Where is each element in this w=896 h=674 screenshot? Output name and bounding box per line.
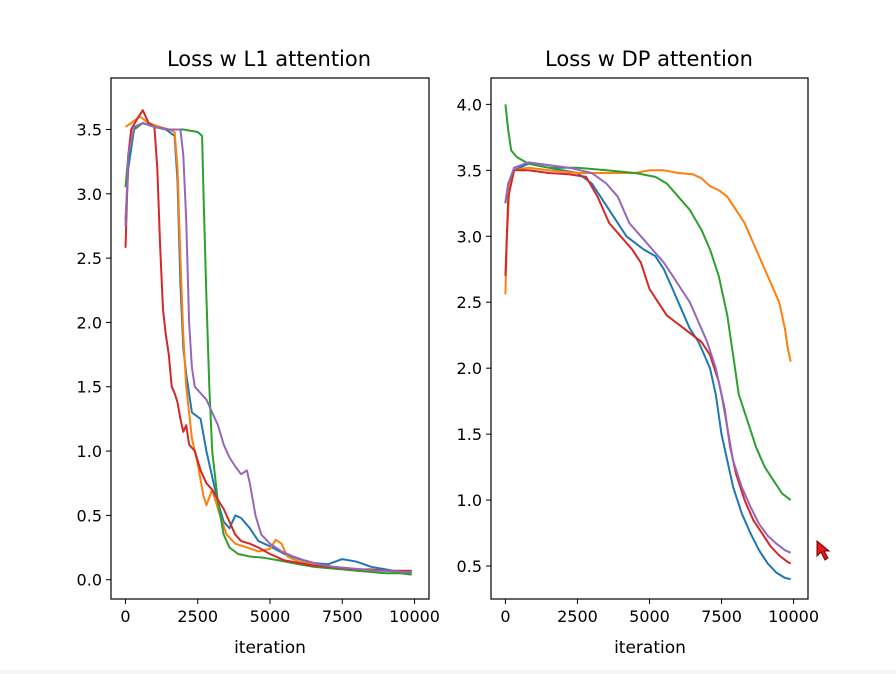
panel-dp-ytick-label: 2.5 (457, 293, 482, 312)
panel-dp-ytick-label: 4.0 (457, 95, 482, 114)
panel-dp-xlabel: iteration (614, 638, 686, 658)
panel-dp-xtick-label: 10000 (768, 607, 819, 626)
panel-l1-ytick-label: 0.5 (77, 506, 102, 525)
panel-l1-series-line-4 (124, 122, 412, 573)
panel-dp-series-line-2 (504, 104, 792, 501)
panel-l1-xtick-label: 0 (120, 607, 130, 626)
panel-dp-ytick-label: 2.0 (457, 359, 482, 378)
panel-l1-series-line-0 (124, 122, 412, 575)
panel-dp-xtick-label: 5000 (629, 607, 670, 626)
panel-dp-xtick-label: 7500 (701, 607, 742, 626)
panel-l1-series-group (124, 109, 412, 576)
panel-l1-ytick-label: 0.0 (77, 571, 102, 590)
panel-l1-ytick-label: 3.5 (77, 120, 102, 139)
panel-l1-xtick-label: 5000 (250, 607, 291, 626)
panel-dp-attention: Loss w DP attention 0 2500 5000 7500 10000 0… (457, 47, 819, 658)
panel-l1-ytick-label: 1.0 (77, 442, 102, 461)
panel-dp-series-line-3 (504, 169, 792, 565)
panel-dp-series-group (504, 104, 792, 581)
panel-dp-xticks: 0 2500 5000 7500 10000 (500, 599, 819, 626)
panel-l1-title: Loss w L1 attention (167, 47, 371, 71)
panel-l1-ytick-label: 1.5 (77, 378, 102, 397)
panel-dp-ytick-label: 1.5 (457, 425, 482, 444)
panel-dp-xtick-label: 2500 (557, 607, 598, 626)
panel-l1-xtick-label: 7500 (322, 607, 363, 626)
panel-dp-series-line-4 (504, 161, 792, 554)
cursor-arrow-icon (816, 540, 831, 561)
panel-l1-xtick-label: 10000 (389, 607, 440, 626)
panel-dp-ytick-label: 3.0 (457, 227, 482, 246)
panel-dp-yticks: 0.5 1.0 1.5 2.0 2.5 3.0 3.5 4.0 (457, 95, 491, 576)
panel-l1-ytick-label: 2.0 (77, 313, 102, 332)
panel-l1-series-line-3 (124, 109, 412, 572)
panel-l1-ytick-label: 3.0 (77, 185, 102, 204)
panel-dp-xtick-label: 0 (500, 607, 510, 626)
panel-l1-xtick-label: 2500 (177, 607, 218, 626)
panel-l1-xticks: 0 2500 5000 7500 10000 (120, 599, 440, 626)
bottom-strip (0, 670, 896, 674)
panel-l1-ytick-label: 2.5 (77, 249, 102, 268)
panel-l1-yticks: 0.0 0.5 1.0 1.5 2.0 2.5 3.0 3.5 (77, 120, 111, 590)
panel-dp-ytick-label: 1.0 (457, 491, 482, 510)
panel-dp-ytick-label: 0.5 (457, 557, 482, 576)
panel-l1-xlabel: iteration (234, 638, 306, 658)
panel-dp-ytick-label: 3.5 (457, 161, 482, 180)
panel-dp-series-line-1 (504, 166, 792, 362)
panel-l1-attention: Loss w L1 attention 0 2500 5000 7500 10000 0… (77, 47, 440, 658)
panel-dp-title: Loss w DP attention (545, 47, 753, 71)
